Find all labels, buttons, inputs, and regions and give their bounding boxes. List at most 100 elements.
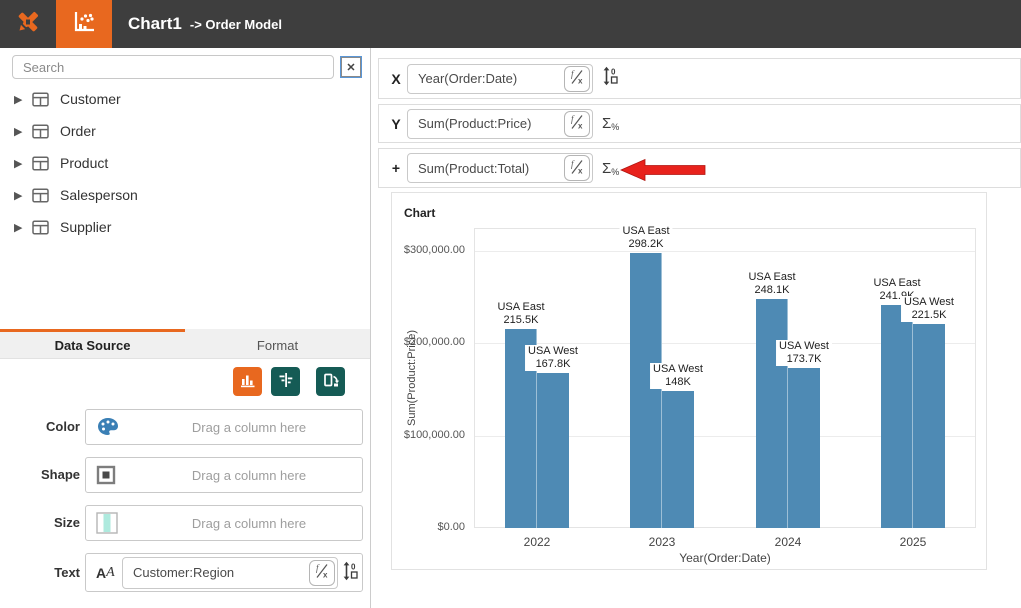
- x-tick-label: 2022: [524, 535, 551, 549]
- tree-item-customer[interactable]: ▶ Customer: [0, 83, 370, 115]
- expand-arrow-icon[interactable]: ▶: [14, 189, 24, 202]
- aggregate-button[interactable]: Σ%: [602, 160, 619, 177]
- sigma-percent-icon: Σ%: [602, 115, 619, 132]
- gridline: [475, 251, 975, 252]
- logo-button[interactable]: [0, 0, 56, 48]
- x-axis-title: Year(Order:Date): [679, 551, 771, 565]
- fx-button[interactable]: fx: [564, 111, 590, 137]
- chart-tool-button[interactable]: [56, 0, 112, 48]
- sort-values-icon: 0: [342, 561, 358, 584]
- sidebar: ✕ ▶ Customer ▶ Order ▶ Product ▶: [0, 48, 371, 608]
- chart-canvas[interactable]: $0.00 $100,000.00 $200,000.00 $300,000.00 US…: [392, 193, 986, 569]
- sidebar-tabbar: Data Source Format: [0, 329, 370, 359]
- encoding-row-plus: + Sum(Product:Total) fx Σ%: [378, 148, 1021, 188]
- bar-label: USA West167.8K: [525, 345, 581, 371]
- svg-text:0: 0: [351, 563, 356, 572]
- close-search-button[interactable]: ✕: [341, 57, 361, 77]
- sort-values-icon: 0: [602, 66, 618, 91]
- shape-binding-label: Shape: [0, 457, 80, 493]
- svg-text:0: 0: [611, 68, 616, 77]
- bar: [788, 368, 820, 528]
- svg-text:x: x: [578, 77, 583, 86]
- tree-item-product[interactable]: ▶ Product: [0, 147, 370, 179]
- color-drop-zone[interactable]: Drag a column here: [85, 409, 363, 445]
- table-icon: [32, 124, 49, 139]
- table-icon: [32, 188, 49, 203]
- rotate-page-icon: [322, 371, 340, 392]
- x-tick-label: 2023: [649, 535, 676, 549]
- axis-x-label: X: [387, 71, 405, 87]
- y-field-value[interactable]: Sum(Product:Price): [408, 116, 564, 131]
- sort-button[interactable]: 0: [342, 561, 358, 584]
- svg-text:f: f: [571, 159, 575, 169]
- fx-button[interactable]: fx: [564, 155, 590, 181]
- y-tick-label: $100,000.00: [392, 429, 465, 441]
- svg-text:f: f: [571, 114, 575, 124]
- bar: [756, 299, 788, 528]
- tab-label: Data Source: [55, 338, 131, 353]
- chart-card: Chart $0.00$100,000.00$200,000.00$300,00…: [391, 192, 987, 570]
- text-field-value[interactable]: Customer:Region: [123, 565, 309, 580]
- crossed-tools-icon: [12, 6, 44, 43]
- fx-icon: fx: [313, 562, 331, 583]
- fx-button[interactable]: fx: [564, 66, 590, 92]
- y-tick-label: $200,000.00: [392, 336, 465, 348]
- bar: [662, 391, 694, 528]
- shape-drop-zone[interactable]: Drag a column here: [85, 457, 363, 493]
- size-drop-zone[interactable]: Drag a column here: [85, 505, 363, 541]
- y-tick-label: $0.00: [392, 521, 465, 533]
- x-tick-label: 2024: [775, 535, 802, 549]
- color-binding-label: Color: [0, 409, 80, 445]
- red-arrow-annotation: [619, 157, 707, 188]
- x-field-value[interactable]: Year(Order:Date): [408, 71, 564, 86]
- y-axis-title: Sum(Product:Price): [406, 330, 418, 426]
- table-icon: [32, 156, 49, 171]
- bar: [537, 373, 569, 528]
- bar: [913, 324, 945, 528]
- bar-chart-icon: [239, 372, 257, 391]
- text-binding-row: AA Customer:Region fx 0: [85, 553, 363, 592]
- expand-arrow-icon[interactable]: ▶: [14, 93, 24, 106]
- bar-label: USA East248.1K: [745, 271, 798, 297]
- fx-icon: fx: [568, 113, 586, 134]
- tree-item-label: Product: [60, 155, 108, 171]
- axis-plus-label: +: [387, 160, 405, 176]
- y-tick-label: $300,000.00: [392, 244, 465, 256]
- svg-text:f: f: [316, 563, 320, 573]
- close-icon: ✕: [346, 61, 355, 74]
- fx-button[interactable]: fx: [309, 560, 335, 586]
- page-title: Chart1: [128, 14, 182, 34]
- tab-data-source[interactable]: Data Source: [0, 329, 185, 358]
- app-header: Chart1 -> Order Model: [0, 0, 1021, 48]
- drop-placeholder: Drag a column here: [136, 516, 362, 531]
- bar-label: USA East298.2K: [619, 225, 672, 251]
- tree-item-order[interactable]: ▶ Order: [0, 115, 370, 147]
- tab-format[interactable]: Format: [185, 329, 370, 358]
- expand-arrow-icon[interactable]: ▶: [14, 157, 24, 170]
- bar-label: USA East215.5K: [494, 301, 547, 327]
- plus-field-group: Sum(Product:Total) fx: [407, 153, 593, 183]
- sort-button[interactable]: 0: [602, 66, 618, 91]
- aggregate-button[interactable]: Σ%: [602, 115, 619, 132]
- expand-arrow-icon[interactable]: ▶: [14, 221, 24, 234]
- axis-y-label: Y: [387, 116, 405, 132]
- table-icon: [32, 220, 49, 235]
- axis-swap-style-button[interactable]: [271, 367, 300, 396]
- drop-placeholder: Drag a column here: [136, 468, 362, 483]
- plus-field-value[interactable]: Sum(Product:Total): [408, 161, 564, 176]
- size-binding-label: Size: [0, 505, 80, 541]
- bar-chart-style-button[interactable]: [233, 367, 262, 396]
- tree-item-label: Supplier: [60, 219, 111, 235]
- expand-arrow-icon[interactable]: ▶: [14, 125, 24, 138]
- bar-label: USA West173.7K: [776, 340, 832, 366]
- encoding-row-y: Y Sum(Product:Price) fx Σ%: [378, 104, 1021, 143]
- text-field-group: Customer:Region fx: [122, 557, 338, 589]
- search-input[interactable]: [12, 55, 334, 79]
- y-field-group: Sum(Product:Price) fx: [407, 109, 593, 139]
- transpose-style-button[interactable]: [316, 367, 345, 396]
- tree-item-supplier[interactable]: ▶ Supplier: [0, 211, 370, 243]
- scatter-bar-chart-icon: [71, 9, 97, 40]
- size-bar-icon: [96, 512, 118, 534]
- tree-item-salesperson[interactable]: ▶ Salesperson: [0, 179, 370, 211]
- palette-icon: [96, 416, 120, 438]
